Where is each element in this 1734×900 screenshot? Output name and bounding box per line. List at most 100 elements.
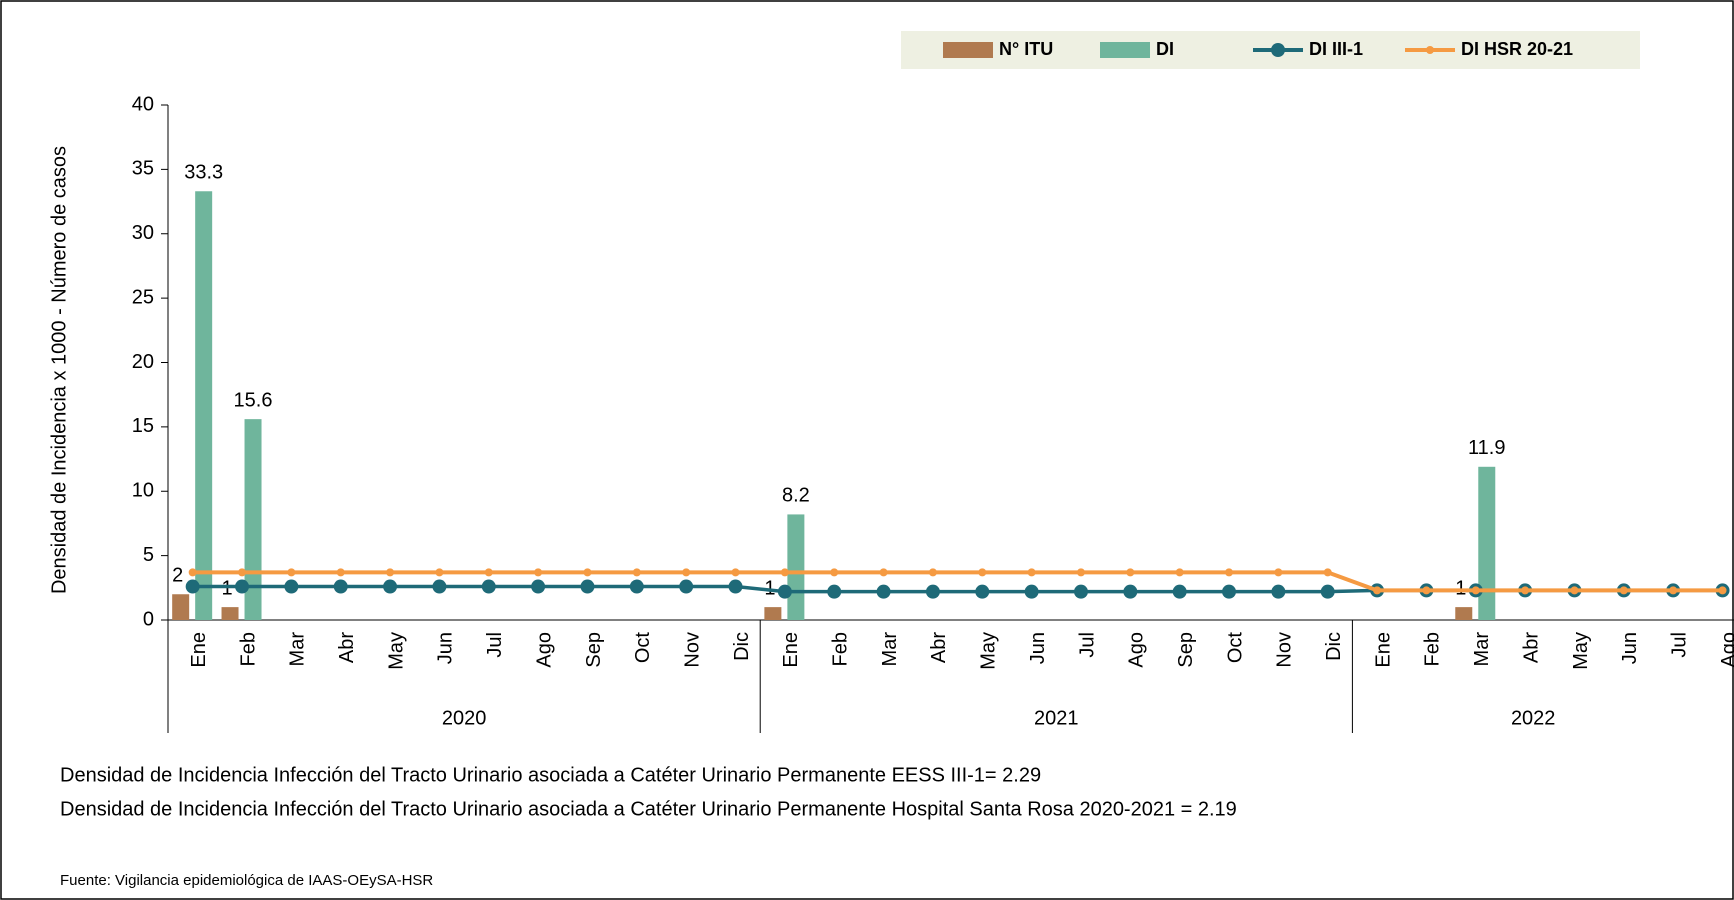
x-tick-label: Dic <box>731 632 753 661</box>
data-label: 11.9 <box>1468 437 1505 459</box>
point <box>1619 586 1628 595</box>
x-tick-label: Feb <box>237 632 259 666</box>
x-tick-label: Sep <box>1175 632 1197 668</box>
x-tick-label: Abr <box>928 632 950 663</box>
data-label: 1 <box>221 577 232 599</box>
x-tick-label: Dic <box>1323 632 1345 661</box>
point <box>1024 584 1039 599</box>
y-tick-label: 15 <box>132 415 154 437</box>
y-tick-label: 20 <box>132 351 154 373</box>
x-tick-label: Jun <box>1619 632 1641 664</box>
y-tick-label: 0 <box>143 608 154 630</box>
point <box>780 568 789 577</box>
y-tick-label: 10 <box>132 480 154 502</box>
point <box>534 568 543 577</box>
point <box>432 579 447 594</box>
bar <box>1455 607 1473 620</box>
point <box>481 579 496 594</box>
point <box>928 568 937 577</box>
y-tick-label: 5 <box>143 544 154 566</box>
x-tick-label: Ago <box>1718 632 1734 668</box>
legend-label: DI HSR 20-21 <box>1461 39 1573 59</box>
point <box>731 568 740 577</box>
point <box>1271 584 1286 599</box>
x-group-label: 2021 <box>1034 707 1079 729</box>
point <box>583 568 592 577</box>
x-group-label: 2022 <box>1511 707 1556 729</box>
y-tick-label: 35 <box>132 158 154 180</box>
point <box>682 568 691 577</box>
legend-swatch <box>943 42 993 58</box>
point <box>978 568 987 577</box>
point <box>580 579 595 594</box>
y-tick-label: 25 <box>132 286 154 308</box>
x-tick-label: Jul <box>484 632 506 658</box>
note: Densidad de Incidencia Infección del Tra… <box>60 764 1041 786</box>
bar <box>221 607 239 620</box>
bar <box>764 607 782 620</box>
point <box>1172 584 1187 599</box>
point <box>879 568 888 577</box>
point <box>1073 584 1088 599</box>
x-tick-label: Mar <box>1471 632 1493 667</box>
bar <box>195 191 213 620</box>
point <box>632 568 641 577</box>
point <box>1422 586 1431 595</box>
data-label: 2 <box>172 565 183 587</box>
x-tick-label: Ene <box>1372 632 1394 668</box>
point <box>1274 568 1283 577</box>
point <box>1521 586 1530 595</box>
x-tick-label: Ene <box>780 632 802 668</box>
legend-marker <box>1271 43 1285 57</box>
x-tick-label: Ene <box>188 632 210 668</box>
x-tick-label: Ago <box>1126 632 1148 668</box>
x-group-label: 2020 <box>442 707 487 729</box>
bar <box>787 514 805 620</box>
x-tick-label: Sep <box>583 632 605 668</box>
x-tick-label: May <box>978 632 1000 670</box>
y-tick-label: 30 <box>132 222 154 244</box>
x-tick-label: Nov <box>1274 632 1296 668</box>
point <box>284 579 299 594</box>
point <box>876 584 891 599</box>
point <box>830 568 839 577</box>
x-tick-label: Feb <box>830 632 852 666</box>
x-tick-label: Nov <box>681 632 703 668</box>
point <box>1471 586 1480 595</box>
point <box>287 568 296 577</box>
point <box>1126 568 1135 577</box>
x-tick-label: Abr <box>336 632 358 663</box>
point <box>1225 568 1234 577</box>
x-tick-label: Feb <box>1422 632 1444 666</box>
point <box>925 584 940 599</box>
point <box>1323 568 1332 577</box>
point <box>484 568 493 577</box>
point <box>188 568 197 577</box>
point <box>1373 586 1382 595</box>
point <box>777 584 792 599</box>
data-label: 33.3 <box>184 162 223 184</box>
x-tick-label: Jul <box>1076 632 1098 658</box>
point <box>679 579 694 594</box>
y-tick-label: 40 <box>132 93 154 115</box>
line <box>192 570 1723 593</box>
x-tick-label: Jun <box>435 632 457 664</box>
point <box>728 579 743 594</box>
point <box>383 579 398 594</box>
point <box>1222 584 1237 599</box>
point <box>435 568 444 577</box>
x-tick-label: Mar <box>879 632 901 667</box>
bar <box>244 419 262 620</box>
point <box>235 579 250 594</box>
legend-marker <box>1426 46 1434 54</box>
point <box>1076 568 1085 577</box>
point <box>827 584 842 599</box>
legend-label: DI III-1 <box>1309 39 1363 59</box>
point <box>386 568 395 577</box>
point <box>1123 584 1138 599</box>
x-tick-label: Jun <box>1027 632 1049 664</box>
point <box>629 579 644 594</box>
point <box>1669 586 1678 595</box>
